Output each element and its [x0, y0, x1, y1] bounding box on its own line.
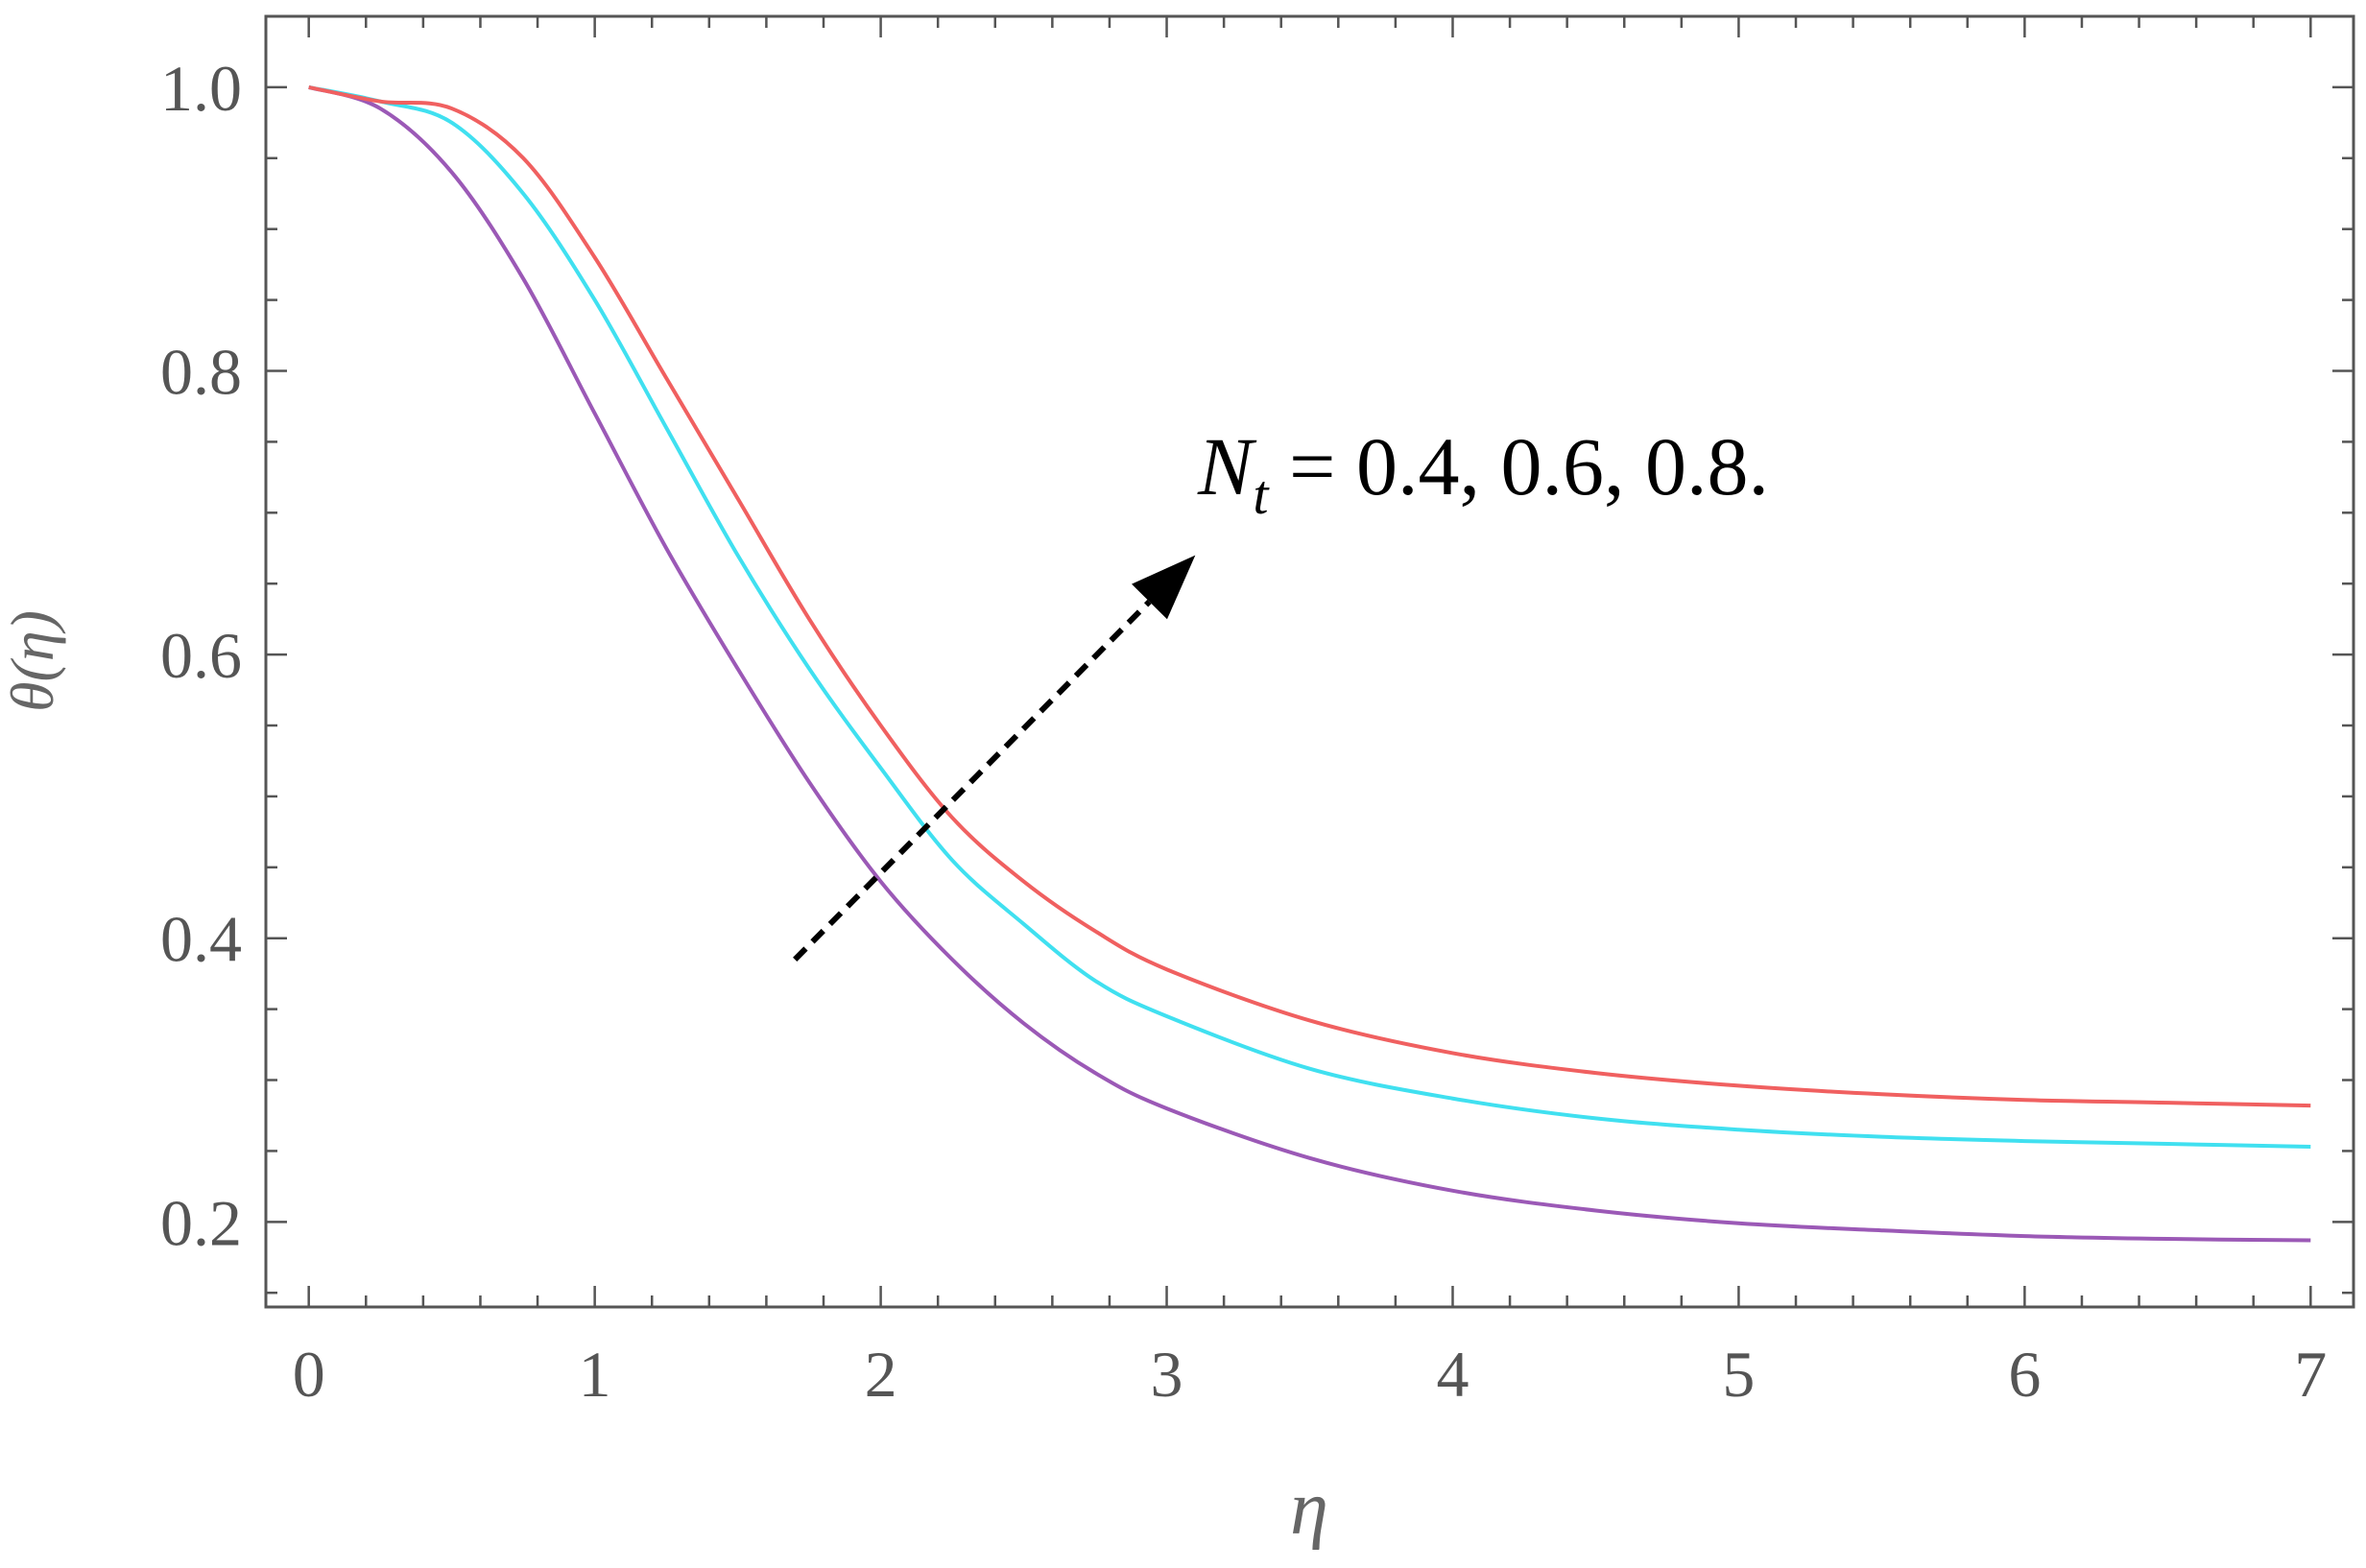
series-lines: [308, 84, 2311, 1243]
y-tick-label: 0.4: [160, 903, 242, 976]
annotation-arrow-head: [1132, 555, 1196, 620]
y-tick-label: 0.2: [160, 1186, 242, 1259]
annotation-text: Nt = 0.4, 0.6, 0.8.: [1197, 420, 1769, 526]
annotation-subscript: t: [1253, 463, 1270, 526]
y-axis-title: θ(η): [0, 610, 66, 712]
series-line-3: [308, 84, 2311, 1108]
series-line-2: [308, 84, 2311, 1149]
plot-frame: [264, 14, 2355, 1309]
annotation-values: = 0.4, 0.6, 0.8.: [1269, 420, 1770, 512]
x-tick-label: 0: [293, 1338, 325, 1411]
y-tick-labels: 0.2 0.4 0.6 0.8 1.0: [160, 52, 242, 1259]
y-tick-label: 0.6: [160, 619, 242, 692]
annotation-symbol: N: [1197, 420, 1257, 512]
x-tick-label: 1: [579, 1338, 611, 1411]
annotation-arrow-line: [793, 599, 1152, 962]
x-tick-label: 3: [1151, 1338, 1183, 1411]
y-tick-label: 1.0: [160, 52, 242, 125]
x-tick-label: 5: [1722, 1338, 1755, 1411]
annotation: Nt = 0.4, 0.6, 0.8.: [793, 420, 1769, 962]
x-tick-label: 2: [865, 1338, 897, 1411]
x-axis-title: η: [1290, 1466, 1328, 1551]
x-tick-label: 4: [1436, 1338, 1469, 1411]
y-tick-label: 0.8: [160, 336, 242, 409]
x-tick-labels: 0 1 2 3 4 5 6 7: [293, 1338, 2328, 1411]
x-tick-label: 6: [2008, 1338, 2041, 1411]
ticks: [266, 16, 2354, 1307]
x-tick-label: 7: [2294, 1338, 2327, 1411]
series-line-1: [308, 84, 2311, 1243]
